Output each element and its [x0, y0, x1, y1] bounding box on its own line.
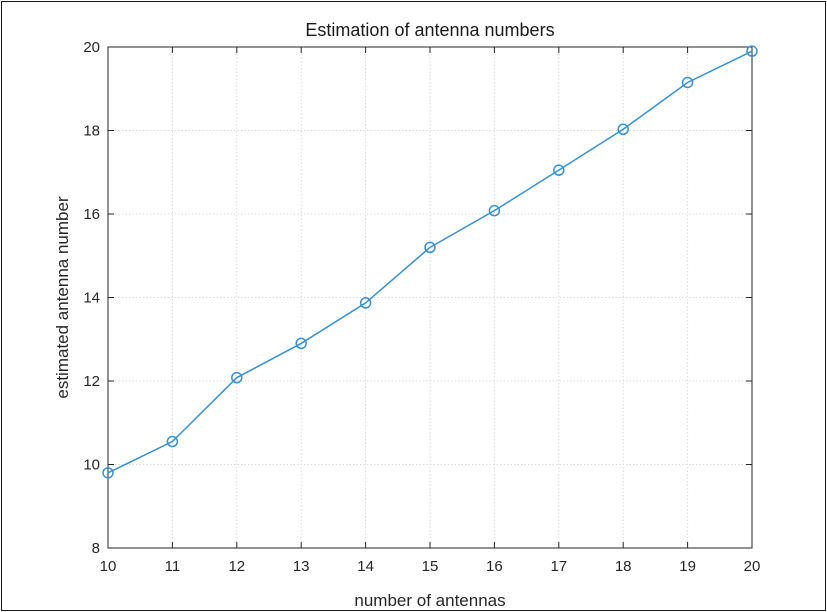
y-tick-label: 20 [83, 39, 100, 56]
x-axis-title: number of antennas [354, 591, 505, 610]
data-point-marker [359, 297, 372, 309]
x-tick-label: 17 [550, 558, 567, 575]
y-axis-title: estimated antenna number [53, 196, 72, 399]
y-tick-label: 8 [92, 540, 100, 557]
data-point-marker [231, 371, 243, 384]
x-tick-label: 18 [615, 558, 632, 575]
data-point-marker [166, 435, 179, 448]
data-point-marker [746, 45, 758, 57]
x-tick-label: 13 [293, 558, 310, 575]
series-layer [102, 45, 758, 479]
data-point-marker [553, 164, 565, 176]
data-point-marker [617, 123, 629, 135]
y-tick-label: 10 [83, 457, 100, 474]
grid [107, 46, 753, 549]
x-tick-label: 11 [165, 558, 181, 575]
data-point-marker [102, 467, 114, 479]
x-tick-label: 16 [486, 558, 503, 575]
x-tick-label: 20 [744, 558, 761, 575]
data-point-marker [488, 204, 501, 217]
y-tick-label: 18 [83, 123, 100, 140]
x-tick-label: 15 [422, 558, 439, 575]
x-tick-label: 10 [100, 558, 117, 575]
data-point-marker [424, 241, 436, 254]
y-tick-label: 12 [83, 373, 100, 390]
x-tick-label: 14 [357, 558, 374, 575]
series-line [107, 50, 753, 474]
y-tick-label: 16 [83, 206, 100, 223]
x-tick-label: 12 [228, 558, 245, 575]
data-point-marker [295, 337, 307, 350]
x-tick-label: 19 [679, 558, 696, 575]
data-point-marker [681, 76, 694, 89]
chart-title: Estimation of antenna numbers [305, 20, 554, 40]
y-tick-label: 14 [83, 290, 100, 307]
